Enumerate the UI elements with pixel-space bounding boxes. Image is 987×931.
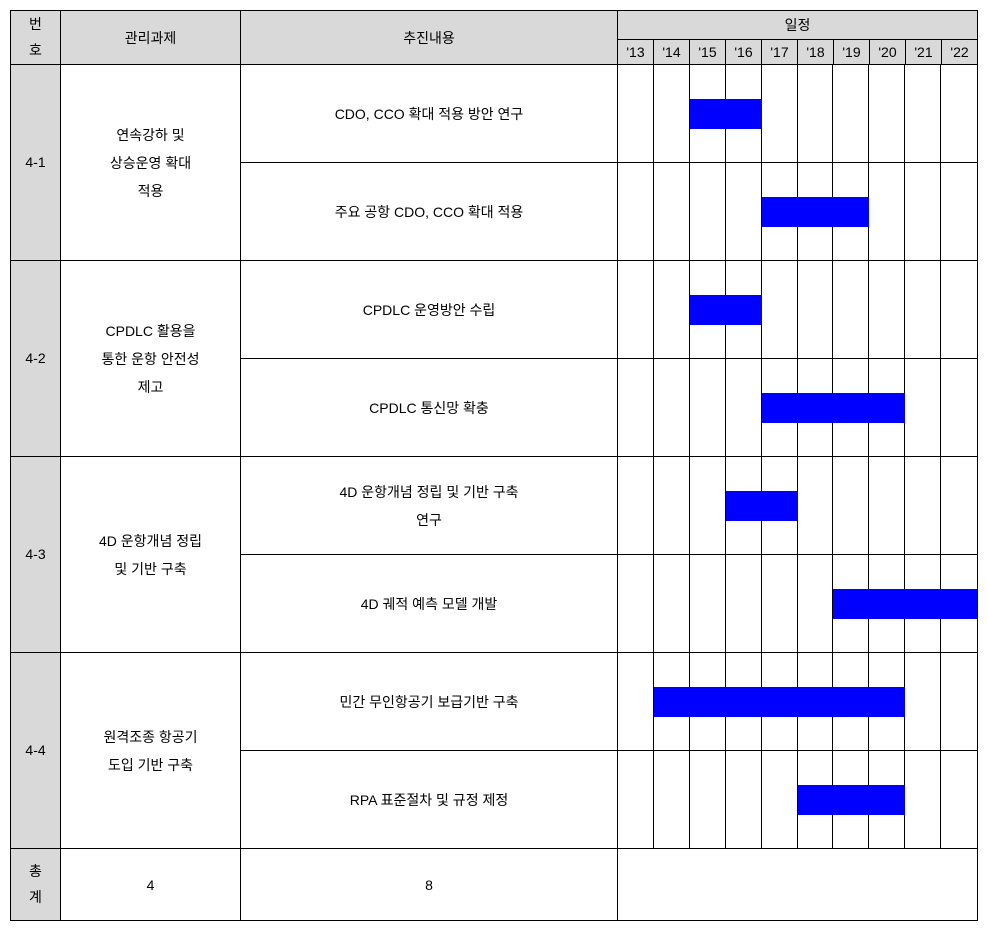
gantt-bar <box>833 589 977 619</box>
table-body: 4-1연속강하 및상승운영 확대적용CDO, CCO 확대 적용 방안 연구주요… <box>11 65 978 921</box>
table-header: 번호 관리과제 추진내용 일정 '13'14'15'16'17'18'19'20… <box>11 11 978 65</box>
gantt-bar <box>690 99 762 129</box>
header-year-2: '15 <box>690 40 726 65</box>
header-year-6: '19 <box>834 40 870 65</box>
table-row: 4-2CPDLC 활용을통한 운항 안전성제고CPDLC 운영방안 수립 <box>11 261 978 359</box>
gantt-bar <box>690 295 762 325</box>
row-content: 4D 운항개념 정립 및 기반 구축연구 <box>241 457 618 555</box>
gantt-table: 번호 관리과제 추진내용 일정 '13'14'15'16'17'18'19'20… <box>10 10 978 921</box>
gantt-bar <box>654 687 905 717</box>
header-year-9: '22 <box>942 40 978 65</box>
header-task: 관리과제 <box>61 11 241 65</box>
table-row: 4-4원격조종 항공기도입 기반 구축민간 무인항공기 보급기반 구축 <box>11 653 978 751</box>
gantt-cell <box>618 359 978 457</box>
row-task: 연속강하 및상승운영 확대적용 <box>61 65 241 261</box>
row-content: 민간 무인항공기 보급기반 구축 <box>241 653 618 751</box>
gantt-cell <box>618 555 978 653</box>
total-gantt-empty <box>618 849 978 921</box>
total-task-count: 4 <box>61 849 241 921</box>
header-year-3: '16 <box>726 40 762 65</box>
header-schedule: 일정 <box>618 11 978 40</box>
table-row: 4-1연속강하 및상승운영 확대적용CDO, CCO 확대 적용 방안 연구 <box>11 65 978 163</box>
row-content: CPDLC 통신망 확충 <box>241 359 618 457</box>
header-year-7: '20 <box>870 40 906 65</box>
row-task: 원격조종 항공기도입 기반 구축 <box>61 653 241 849</box>
gantt-cell <box>618 653 978 751</box>
total-content-count: 8 <box>241 849 618 921</box>
row-content: 주요 공항 CDO, CCO 확대 적용 <box>241 163 618 261</box>
gantt-cell <box>618 163 978 261</box>
total-label: 총계 <box>11 849 61 921</box>
header-year-0: '13 <box>618 40 654 65</box>
row-no: 4-2 <box>11 261 61 457</box>
row-no: 4-1 <box>11 65 61 261</box>
header-year-5: '18 <box>798 40 834 65</box>
header-content: 추진내용 <box>241 11 618 65</box>
gantt-cell <box>618 751 978 849</box>
row-no: 4-3 <box>11 457 61 653</box>
row-task: 4D 운항개념 정립및 기반 구축 <box>61 457 241 653</box>
table-row: 4-34D 운항개념 정립및 기반 구축4D 운항개념 정립 및 기반 구축연구 <box>11 457 978 555</box>
gantt-cell <box>618 261 978 359</box>
row-task: CPDLC 활용을통한 운항 안전성제고 <box>61 261 241 457</box>
gantt-bar <box>726 491 798 521</box>
row-no: 4-4 <box>11 653 61 849</box>
row-content: RPA 표준절차 및 규정 제정 <box>241 751 618 849</box>
header-year-8: '21 <box>906 40 942 65</box>
gantt-bar <box>762 393 906 423</box>
gantt-cell <box>618 65 978 163</box>
header-no: 번호 <box>11 11 61 65</box>
header-year-4: '17 <box>762 40 798 65</box>
gantt-bar <box>798 785 906 815</box>
gantt-cell <box>618 457 978 555</box>
row-content: CDO, CCO 확대 적용 방안 연구 <box>241 65 618 163</box>
row-content: 4D 궤적 예측 모델 개발 <box>241 555 618 653</box>
gantt-bar <box>762 197 870 227</box>
total-row: 총계48 <box>11 849 978 921</box>
row-content: CPDLC 운영방안 수립 <box>241 261 618 359</box>
header-year-1: '14 <box>654 40 690 65</box>
